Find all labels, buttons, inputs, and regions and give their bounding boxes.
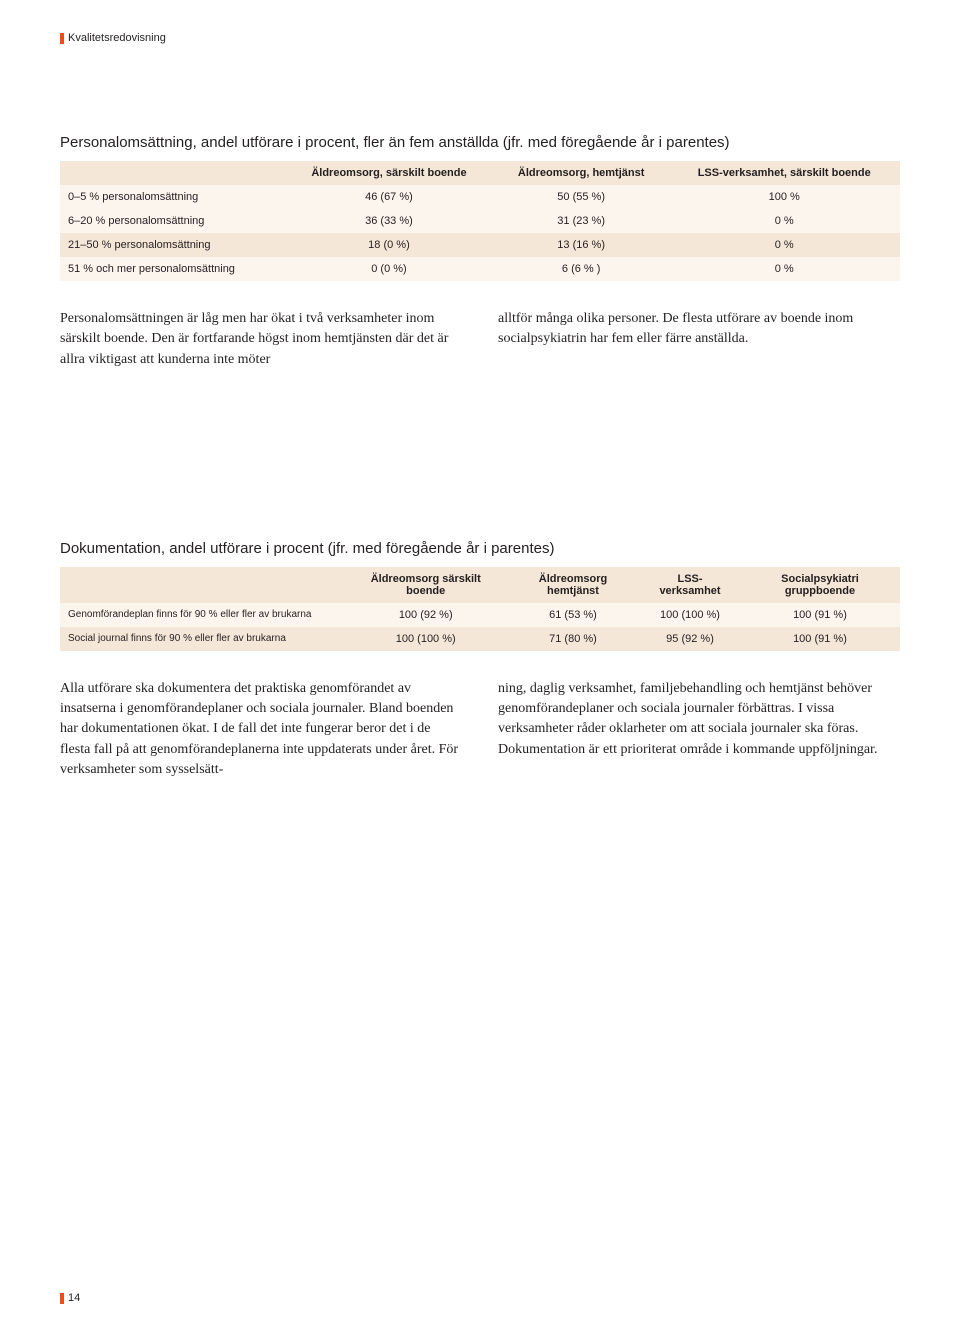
section2-paragraphs: Alla utförare ska dokumentera det prakti… [60,679,900,780]
t2-r0c3: 100 (100 %) [640,603,740,627]
header-accent-bar [60,33,64,44]
t1-r1c2: 31 (23 %) [494,209,669,233]
t1-r0c1: 46 (67 %) [284,185,494,209]
t1-r2c2: 13 (16 %) [494,233,669,257]
t1-r0c2: 50 (55 %) [494,185,669,209]
t1-r3c1: 0 (0 %) [284,257,494,281]
t1-r0c0: 0–5 % personalomsättning [60,185,284,209]
section2-para-right: ning, daglig verksamhet, familjebehandli… [498,679,900,780]
page-header: Kvalitetsredovisning [60,32,900,44]
t2-r1c1: 100 (100 %) [346,627,506,651]
table-row: 6–20 % personalomsättning 36 (33 %) 31 (… [60,209,900,233]
t1-r1c3: 0 % [668,209,900,233]
table-row: 21–50 % personalomsättning 18 (0 %) 13 (… [60,233,900,257]
t1-r3c0: 51 % och mer personalomsättning [60,257,284,281]
section1-para-left: Personalomsättningen är låg men har ökat… [60,309,462,370]
section2-para-left: Alla utförare ska dokumentera det prakti… [60,679,462,780]
t2-r0c0: Genomförandeplan finns för 90 % eller fl… [60,603,346,627]
t1-r0c3: 100 % [668,185,900,209]
t1-r1c1: 36 (33 %) [284,209,494,233]
table-row: Social journal finns för 90 % eller fler… [60,627,900,651]
t2-r0c4: 100 (91 %) [740,603,900,627]
t1-r1c0: 6–20 % personalomsättning [60,209,284,233]
table-dokumentation: Äldreomsorg särskilt boende Äldreomsorg … [60,567,900,651]
t1-col3: LSS-verksamhet, särskilt boende [668,161,900,185]
table-personalomsattning: Äldreomsorg, särskilt boende Äldreomsorg… [60,161,900,281]
table-row: 51 % och mer personalomsättning 0 (0 %) … [60,257,900,281]
section1-para-right: alltför många olika personer. De flesta … [498,309,900,370]
section1-title: Personalomsättning, andel utförare i pro… [60,134,900,151]
t1-r3c3: 0 % [668,257,900,281]
table-row: 0–5 % personalomsättning 46 (67 %) 50 (5… [60,185,900,209]
t2-col0 [60,567,346,603]
t2-col3: LSS-verksamhet [640,567,740,603]
t1-r3c2: 6 (6 % ) [494,257,669,281]
t1-col1: Äldreomsorg, särskilt boende [284,161,494,185]
t1-r2c3: 0 % [668,233,900,257]
t1-r2c1: 18 (0 %) [284,233,494,257]
section2-title: Dokumentation, andel utförare i procent … [60,540,900,557]
t2-r1c3: 95 (92 %) [640,627,740,651]
t1-col2: Äldreomsorg, hemtjänst [494,161,669,185]
footer-accent-bar [60,1293,64,1304]
t2-r0c1: 100 (92 %) [346,603,506,627]
t2-col2: Äldreomsorg hemtjänst [506,567,640,603]
page-number: 14 [68,1292,80,1304]
section1-paragraphs: Personalomsättningen är låg men har ökat… [60,309,900,370]
t2-col1: Äldreomsorg särskilt boende [346,567,506,603]
t1-col0 [60,161,284,185]
t2-r1c2: 71 (80 %) [506,627,640,651]
t2-r0c2: 61 (53 %) [506,603,640,627]
t2-r1c0: Social journal finns för 90 % eller fler… [60,627,346,651]
page-footer: 14 [60,1292,80,1304]
table-row: Genomförandeplan finns för 90 % eller fl… [60,603,900,627]
t2-r1c4: 100 (91 %) [740,627,900,651]
t2-col4: Socialpsykiatri gruppboende [740,567,900,603]
t1-r2c0: 21–50 % personalomsättning [60,233,284,257]
header-label: Kvalitetsredovisning [68,32,166,44]
